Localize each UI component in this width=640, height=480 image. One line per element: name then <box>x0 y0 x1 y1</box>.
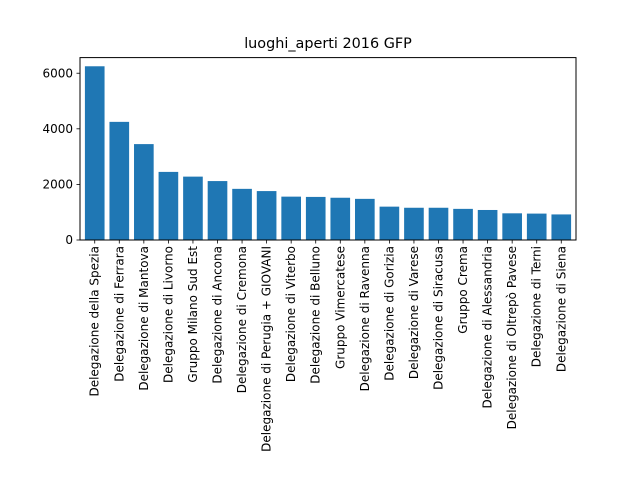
bars-group <box>84 66 572 240</box>
x-tick-label: Delegazione di Ancona <box>211 246 225 384</box>
x-tick-label: Delegazione di Livorno <box>161 246 175 383</box>
bar <box>551 214 572 240</box>
bar <box>134 144 154 240</box>
x-tick-label: Delegazione della Spezia <box>88 246 102 397</box>
x-tick-label: Delegazione di Varese <box>407 246 421 379</box>
bar <box>502 213 522 240</box>
bar <box>477 209 498 240</box>
x-tick-label: Delegazione di Oltrepò Pavese <box>505 246 519 429</box>
x-tick-label: Delegazione di Ferrara <box>112 246 126 382</box>
bar <box>379 206 400 240</box>
y-tick-label: 6000 <box>42 66 73 80</box>
bar <box>453 208 473 240</box>
x-tick-label: Gruppo Crema <box>456 246 470 334</box>
bar <box>404 207 424 240</box>
x-tick-label: Delegazione di Alessandria <box>481 246 495 408</box>
bar <box>330 197 351 240</box>
y-tick-label: 2000 <box>42 178 73 192</box>
x-tick-label: Delegazione di Ravenna <box>358 246 372 391</box>
x-tick-label: Delegazione di Viterbo <box>284 246 298 382</box>
bar <box>281 196 301 240</box>
x-tick-label: Delegazione di Terni <box>530 246 544 367</box>
x-tick-label: Delegazione di Perugia + GIOVANI <box>260 246 274 452</box>
bar <box>232 188 252 240</box>
x-tick-label: Delegazione di Mantova <box>137 246 151 391</box>
bar <box>305 196 326 240</box>
x-tick-label: Delegazione di Cremona <box>235 246 249 393</box>
x-tick-label: Gruppo Vimercatese <box>333 246 347 369</box>
x-tick-label: Gruppo Milano Sud Est <box>186 246 200 383</box>
x-tick-label: Delegazione di Belluno <box>309 246 323 384</box>
bar <box>355 198 375 240</box>
x-axis: Delegazione della Spezia Delegazione di F… <box>88 240 568 452</box>
chart-title: luoghi_aperti 2016 GFP <box>244 36 412 52</box>
x-tick-label: Delegazione di Gorizia <box>382 246 396 381</box>
x-tick-label: Delegazione di Siena <box>554 246 568 372</box>
bar <box>183 176 203 240</box>
bar <box>109 121 130 240</box>
bar <box>84 66 105 240</box>
bar <box>526 213 547 240</box>
bar <box>207 181 228 240</box>
plot-area-frame <box>79 57 577 241</box>
y-axis: 0 2000 4000 6000 <box>42 66 80 247</box>
y-tick-label: 0 <box>65 233 73 247</box>
bar <box>256 191 277 240</box>
y-tick-label: 4000 <box>42 122 73 136</box>
bar <box>428 207 449 240</box>
bar <box>158 171 179 240</box>
x-tick-label: Delegazione di Siracusa <box>431 246 445 390</box>
